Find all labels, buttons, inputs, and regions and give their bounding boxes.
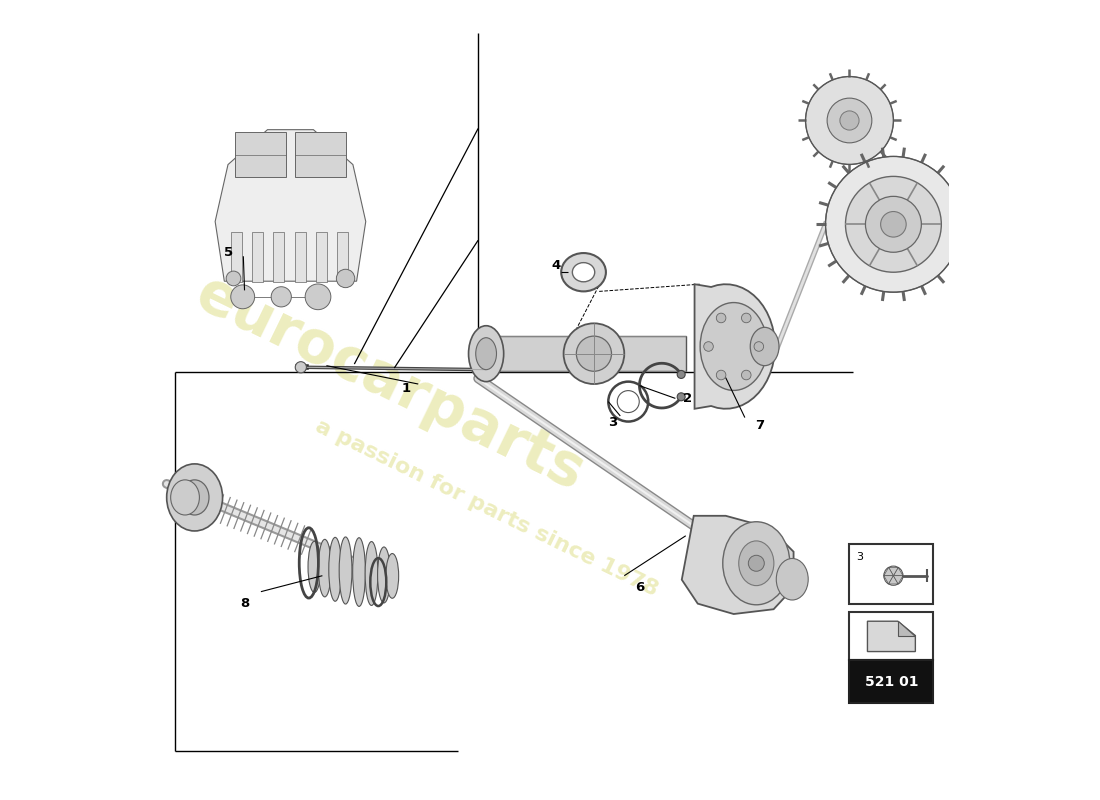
Circle shape xyxy=(866,196,922,252)
Text: 7: 7 xyxy=(755,419,763,432)
Circle shape xyxy=(748,555,764,571)
Polygon shape xyxy=(893,576,903,584)
Circle shape xyxy=(741,313,751,322)
Bar xyxy=(231,232,242,282)
Ellipse shape xyxy=(576,336,612,371)
Ellipse shape xyxy=(563,323,625,384)
Bar xyxy=(849,612,933,659)
Circle shape xyxy=(716,370,726,380)
Text: 521 01: 521 01 xyxy=(865,675,918,689)
Ellipse shape xyxy=(365,542,378,606)
Ellipse shape xyxy=(469,326,504,382)
Bar xyxy=(252,232,263,282)
Circle shape xyxy=(754,342,763,351)
Ellipse shape xyxy=(170,480,199,515)
Polygon shape xyxy=(883,567,893,576)
Ellipse shape xyxy=(329,538,342,602)
Circle shape xyxy=(227,271,241,286)
Circle shape xyxy=(846,176,942,272)
Text: 1: 1 xyxy=(402,382,410,394)
Text: 6: 6 xyxy=(636,581,645,594)
Ellipse shape xyxy=(825,157,961,292)
Ellipse shape xyxy=(723,522,790,605)
Polygon shape xyxy=(694,284,774,409)
Circle shape xyxy=(305,284,331,310)
Bar xyxy=(478,336,685,371)
Circle shape xyxy=(678,393,685,401)
Bar xyxy=(295,232,306,282)
Polygon shape xyxy=(893,567,903,576)
Polygon shape xyxy=(889,567,899,576)
Polygon shape xyxy=(216,130,366,282)
Text: 4: 4 xyxy=(552,259,561,272)
Bar xyxy=(316,232,327,282)
Circle shape xyxy=(617,390,639,413)
Text: 3: 3 xyxy=(607,416,617,429)
Ellipse shape xyxy=(700,302,767,390)
Text: 3: 3 xyxy=(856,552,862,562)
Ellipse shape xyxy=(167,464,222,531)
Polygon shape xyxy=(898,622,915,635)
Ellipse shape xyxy=(339,537,352,604)
Ellipse shape xyxy=(777,558,808,600)
Circle shape xyxy=(827,98,872,143)
Ellipse shape xyxy=(572,262,595,282)
Ellipse shape xyxy=(308,542,321,593)
Circle shape xyxy=(337,270,354,288)
Polygon shape xyxy=(889,576,899,584)
Circle shape xyxy=(231,285,254,309)
Circle shape xyxy=(716,313,726,322)
Circle shape xyxy=(678,370,685,378)
FancyBboxPatch shape xyxy=(849,544,933,604)
Circle shape xyxy=(741,370,751,380)
Ellipse shape xyxy=(561,253,606,291)
Bar xyxy=(274,232,285,282)
Polygon shape xyxy=(295,131,345,178)
Ellipse shape xyxy=(739,541,774,586)
Bar xyxy=(849,659,933,703)
Circle shape xyxy=(272,286,292,307)
Circle shape xyxy=(840,111,859,130)
Text: 8: 8 xyxy=(240,597,250,610)
Circle shape xyxy=(881,211,906,237)
Ellipse shape xyxy=(750,327,779,366)
Ellipse shape xyxy=(353,538,365,606)
Ellipse shape xyxy=(386,554,398,598)
Polygon shape xyxy=(682,516,793,614)
Ellipse shape xyxy=(475,338,496,370)
Polygon shape xyxy=(235,131,286,178)
Text: a passion for parts since 1978: a passion for parts since 1978 xyxy=(311,416,661,600)
Bar xyxy=(338,232,349,282)
Text: 5: 5 xyxy=(224,246,233,258)
Text: eurocarparts: eurocarparts xyxy=(187,266,594,503)
Text: 2: 2 xyxy=(683,392,692,405)
Ellipse shape xyxy=(180,480,209,515)
Polygon shape xyxy=(883,576,893,584)
Ellipse shape xyxy=(805,77,893,165)
Ellipse shape xyxy=(377,547,390,603)
Circle shape xyxy=(704,342,713,351)
Ellipse shape xyxy=(318,539,331,597)
Polygon shape xyxy=(868,622,915,651)
Circle shape xyxy=(295,362,307,373)
